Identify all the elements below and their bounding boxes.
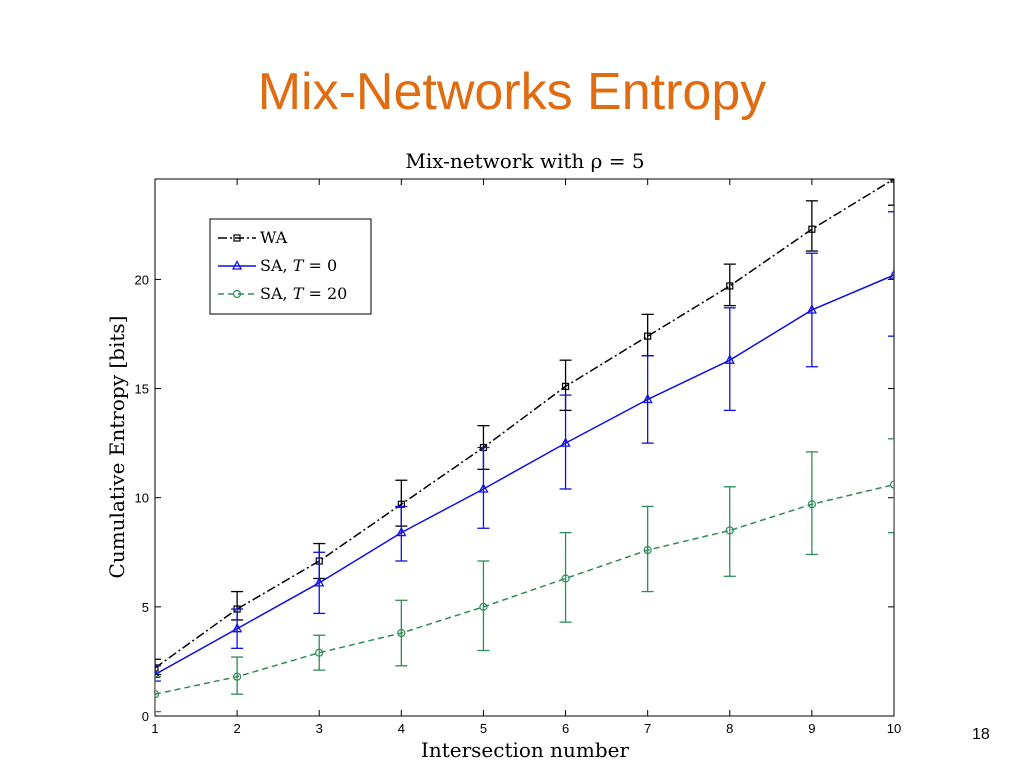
data-point	[808, 225, 816, 233]
data-point	[644, 332, 652, 340]
data-point	[232, 622, 243, 633]
x-tick-label: 3	[316, 721, 323, 736]
chart-title: Mix-network with ρ = 5	[405, 149, 644, 173]
data-point	[314, 576, 325, 587]
data-point	[724, 354, 735, 364]
data-point	[889, 480, 894, 489]
y-tick-label: 10	[135, 491, 149, 506]
legend-label: SA, T = 0	[260, 256, 337, 275]
legend: WA SA, T = 0 SA, T = 20	[209, 218, 372, 315]
x-tick-label: 7	[644, 721, 651, 736]
y-tick-label: 20	[135, 272, 149, 287]
legend-marker	[231, 260, 243, 270]
x-tick-label: 10	[887, 721, 901, 736]
data-point	[397, 628, 406, 638]
series-2	[155, 211, 894, 682]
axis-ticks: 1 2 3 4 5 6 7 8 9 10 0 5 10 15 20	[135, 179, 901, 736]
data-point	[155, 690, 160, 699]
data-point	[888, 269, 894, 279]
y-tick-label: 5	[142, 600, 149, 615]
legend-label: SA, T = 20	[260, 284, 347, 303]
series-line	[155, 483, 894, 695]
data-point	[396, 526, 407, 537]
data-point	[561, 574, 570, 583]
data-point	[155, 668, 161, 679]
data-point	[806, 304, 817, 314]
x-tick-label: 8	[726, 721, 733, 736]
data-point	[642, 393, 653, 404]
y-tick-label: 0	[142, 709, 149, 724]
legend-marker	[233, 234, 241, 242]
y-axis-label: Cumulative Entropy [bits]	[105, 316, 129, 579]
x-tick-label: 4	[398, 721, 405, 736]
data-point	[478, 483, 489, 493]
data-point	[315, 648, 324, 657]
data-point	[726, 282, 734, 290]
data-point	[807, 500, 816, 509]
y-tick-label: 15	[135, 382, 149, 397]
series-line	[155, 274, 894, 676]
page-number: 18	[972, 726, 990, 743]
legend-marker	[232, 289, 242, 299]
data-point	[725, 526, 734, 535]
x-tick-label: 1	[151, 721, 158, 736]
series-line	[155, 179, 894, 669]
data-point	[155, 664, 159, 672]
x-tick-label: 9	[808, 721, 815, 736]
series-layer	[155, 179, 894, 713]
data-point	[479, 602, 488, 611]
data-point	[643, 545, 652, 555]
slide-title: Mix-Networks Entropy	[257, 63, 767, 121]
x-tick-label: 6	[562, 721, 569, 736]
data-point	[560, 437, 571, 447]
series-3	[155, 438, 894, 713]
data-point	[233, 672, 242, 681]
x-axis-label: Intersection number	[421, 738, 630, 762]
legend-label: WA	[260, 228, 288, 247]
data-point	[561, 382, 570, 390]
x-tick-label: 2	[233, 721, 240, 736]
x-tick-label: 5	[480, 721, 487, 736]
